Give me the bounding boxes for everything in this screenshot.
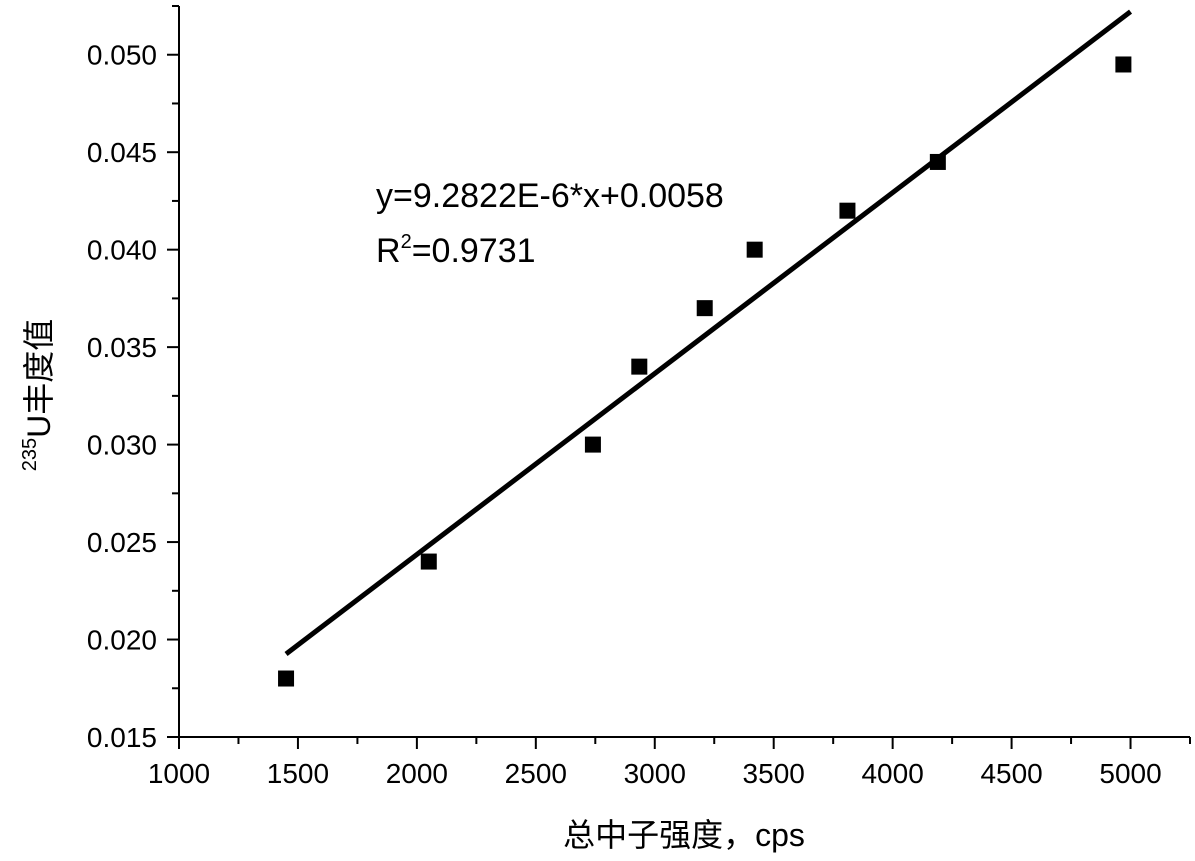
y-tick-label: 0.050 xyxy=(87,40,157,71)
equation-text: y=9.2822E-6*x+0.0058 xyxy=(376,177,724,215)
data-point xyxy=(631,359,647,375)
axes xyxy=(179,6,1190,737)
r-squared-prefix: R xyxy=(376,232,401,270)
x-tick-label: 2000 xyxy=(386,758,448,789)
y-tick-label: 0.025 xyxy=(87,527,157,558)
x-tick-label: 3000 xyxy=(624,758,686,789)
r-squared-value: =0.9731 xyxy=(412,232,536,270)
data-point xyxy=(747,242,763,258)
y-tick-label: 0.020 xyxy=(87,625,157,656)
data-point xyxy=(697,300,713,316)
y-ticks xyxy=(167,6,179,737)
fit-line xyxy=(286,12,1130,654)
y-tick-label: 0.045 xyxy=(87,137,157,168)
x-tick-label: 1500 xyxy=(267,758,329,789)
y-axis-title: 235U丰度值 xyxy=(19,319,57,472)
y-tick-label: 0.035 xyxy=(87,332,157,363)
data-point xyxy=(585,437,601,453)
y-tick-label: 0.015 xyxy=(87,722,157,753)
data-point xyxy=(278,671,294,687)
y-tick-label: 0.030 xyxy=(87,430,157,461)
x-axis-title: 总中子强度，cps xyxy=(563,817,805,853)
x-tick-label: 3500 xyxy=(743,758,805,789)
x-tick-label: 1000 xyxy=(148,758,210,789)
x-tick-label: 4000 xyxy=(861,758,923,789)
x-tick-label: 2500 xyxy=(505,758,567,789)
r-squared-sup: 2 xyxy=(401,231,412,253)
x-ticks xyxy=(179,737,1190,749)
data-point xyxy=(421,554,437,570)
data-point xyxy=(930,154,946,170)
data-points xyxy=(278,56,1131,686)
data-point xyxy=(1115,56,1131,72)
y-axis-title-sup: 235 xyxy=(19,438,41,471)
x-tick-label: 4500 xyxy=(980,758,1042,789)
data-point xyxy=(839,203,855,219)
x-tick-labels: 1000 1500 2000 2500 3000 3500 4000 4500 5000 xyxy=(148,758,1162,789)
r-squared-text: R2=0.9731 xyxy=(376,231,536,270)
y-tick-labels: 0.015 0.020 0.025 0.030 0.035 0.040 0.045 0.050 xyxy=(87,40,157,753)
y-axis-title-main: U丰度值 xyxy=(21,319,57,438)
x-tick-label: 5000 xyxy=(1099,758,1161,789)
y-tick-label: 0.040 xyxy=(87,235,157,266)
